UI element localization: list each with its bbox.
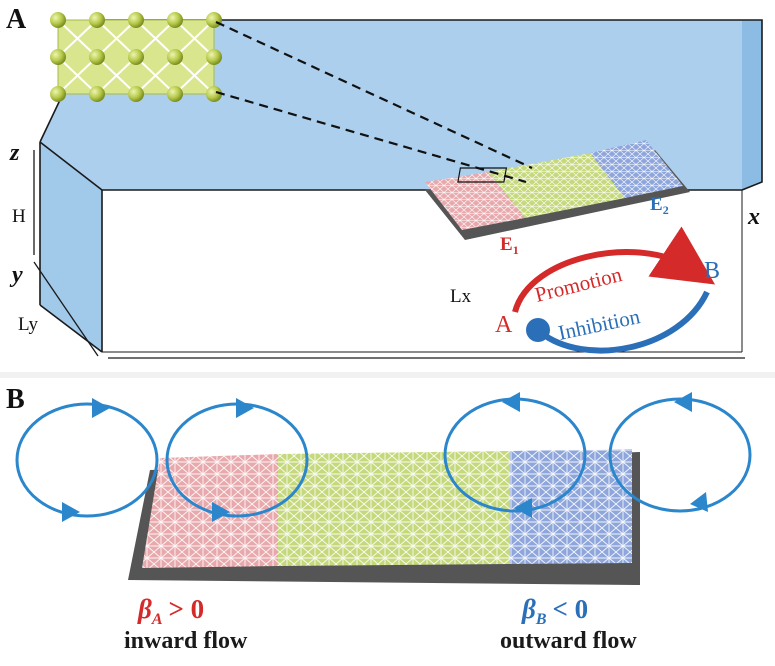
inward-flow-label: inward flow: [124, 628, 248, 654]
axis-y-label: y: [9, 262, 23, 288]
channel-end-face: [742, 20, 762, 190]
substrate-a: [425, 140, 690, 240]
panel-b-letter: B: [6, 384, 25, 415]
substrate-b-region-b: [510, 449, 632, 564]
vortex-arrowheads: [62, 392, 708, 522]
lattice-inset: [50, 12, 222, 102]
zoom-lines: [215, 21, 533, 184]
vortex-2-arrow-bottom-icon: [212, 502, 230, 522]
channel-box: [39, 19, 763, 353]
channel-side-face: [40, 142, 102, 352]
substrate-a-region-a: [425, 172, 525, 230]
channel-edges: [39, 19, 763, 353]
substrate-b-region-mid: [278, 451, 510, 566]
height-label: H: [12, 206, 26, 227]
electrode-e2-label: E2: [650, 194, 669, 217]
substrate-a-region-b: [590, 140, 683, 198]
axis-x-label: x: [747, 204, 760, 230]
promotion-arrow: [512, 226, 716, 313]
vortex-1: [15, 402, 159, 518]
vortex-3-arrow-bottom-icon: [514, 498, 532, 518]
beta-b-label: βB < 0: [521, 594, 588, 628]
beta-a-label: βA > 0: [137, 594, 204, 628]
vortex-4-arrow-top-icon: [674, 392, 692, 412]
species-a-label: A: [495, 312, 513, 338]
vortex-1-arrow-bottom-icon: [62, 502, 80, 522]
panel-a: z H y Ly x Lx E1 E2 A B Promotion Inhibi…: [9, 12, 763, 359]
panel-divider: [0, 372, 775, 378]
outward-flow-label: outward flow: [500, 628, 637, 654]
panel-b: βA > 0 inward flow βB < 0 outward flow: [15, 392, 752, 654]
inhibition-arc: [538, 290, 710, 354]
vortex-1-arrow-top-icon: [92, 398, 110, 418]
width-dimension: [33, 261, 99, 357]
electrode-e1-label: E1: [500, 234, 519, 257]
lattice-bonds: [57, 19, 215, 95]
panel-a-letter: A: [6, 4, 27, 35]
length-label: Lx: [450, 286, 472, 307]
substrate-a-region-mid: [488, 153, 625, 218]
vortex-3-arrow-top-icon: [502, 392, 520, 412]
inhibition-cap: [526, 318, 550, 342]
axis-z-label: z: [9, 140, 20, 166]
dimension-lines: [33, 150, 745, 359]
channel-top-face: [40, 20, 762, 190]
width-label: Ly: [18, 314, 39, 335]
vortex-2-arrow-top-icon: [236, 398, 254, 418]
vortex-4-arrow-bottom-icon: [690, 492, 708, 512]
species-b-label: B: [704, 258, 720, 284]
